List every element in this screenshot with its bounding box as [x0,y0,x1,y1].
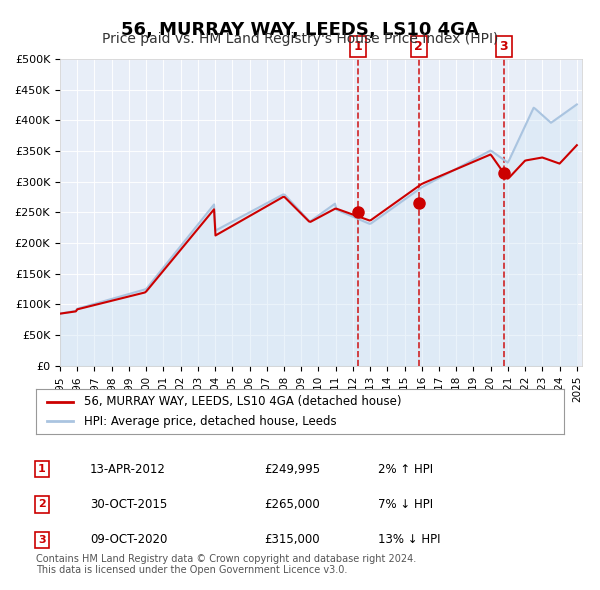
Text: Price paid vs. HM Land Registry's House Price Index (HPI): Price paid vs. HM Land Registry's House … [102,32,498,47]
Text: 2% ↑ HPI: 2% ↑ HPI [378,463,433,476]
Text: 13% ↓ HPI: 13% ↓ HPI [378,533,440,546]
Text: 13-APR-2012: 13-APR-2012 [90,463,166,476]
Text: Contains HM Land Registry data © Crown copyright and database right 2024.
This d: Contains HM Land Registry data © Crown c… [36,553,416,575]
Text: £265,000: £265,000 [264,498,320,511]
Text: 3: 3 [500,40,508,53]
Text: 2: 2 [415,40,423,53]
Text: 09-OCT-2020: 09-OCT-2020 [90,533,167,546]
Text: 2: 2 [38,500,46,509]
Text: 56, MURRAY WAY, LEEDS, LS10 4GA (detached house): 56, MURRAY WAY, LEEDS, LS10 4GA (detache… [83,395,401,408]
Text: 3: 3 [38,535,46,545]
Text: HPI: Average price, detached house, Leeds: HPI: Average price, detached house, Leed… [83,415,336,428]
Text: £315,000: £315,000 [264,533,320,546]
Text: 30-OCT-2015: 30-OCT-2015 [90,498,167,511]
Text: £249,995: £249,995 [264,463,320,476]
Text: 1: 1 [353,40,362,53]
Text: 1: 1 [38,464,46,474]
Text: 7% ↓ HPI: 7% ↓ HPI [378,498,433,511]
Text: 56, MURRAY WAY, LEEDS, LS10 4GA: 56, MURRAY WAY, LEEDS, LS10 4GA [121,21,479,39]
